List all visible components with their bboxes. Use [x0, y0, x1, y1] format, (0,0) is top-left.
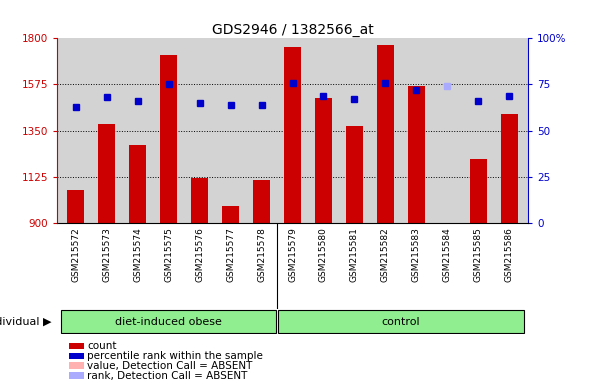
Text: GSM215583: GSM215583	[412, 227, 421, 282]
Text: GSM215579: GSM215579	[288, 227, 297, 282]
Text: value, Detection Call = ABSENT: value, Detection Call = ABSENT	[87, 361, 253, 371]
Bar	[501, 114, 518, 223]
Text: diet-induced obese: diet-induced obese	[115, 316, 222, 327]
Bar	[346, 126, 363, 223]
Bar	[284, 46, 301, 223]
Text: GSM215575: GSM215575	[164, 227, 173, 282]
Text: percentile rank within the sample: percentile rank within the sample	[87, 351, 263, 361]
Text: individual ▶: individual ▶	[0, 316, 51, 327]
Text: GSM215573: GSM215573	[102, 227, 111, 282]
Text: GSM215586: GSM215586	[505, 227, 514, 282]
Text: GSM215576: GSM215576	[195, 227, 204, 282]
Text: GSM215572: GSM215572	[71, 227, 80, 282]
Bar	[61, 310, 277, 333]
Bar	[98, 124, 115, 223]
Text: GSM215581: GSM215581	[350, 227, 359, 282]
Text: GSM215578: GSM215578	[257, 227, 266, 282]
Bar	[315, 98, 332, 223]
Text: GSM215574: GSM215574	[133, 227, 142, 282]
Text: count: count	[87, 341, 116, 351]
Title: GDS2946 / 1382566_at: GDS2946 / 1382566_at	[212, 23, 373, 37]
Bar	[222, 206, 239, 223]
Bar	[278, 310, 524, 333]
Bar	[191, 178, 208, 223]
Bar	[470, 159, 487, 223]
Text: GSM215585: GSM215585	[474, 227, 483, 282]
Bar	[377, 45, 394, 223]
Text: control: control	[382, 316, 420, 327]
Text: GSM215577: GSM215577	[226, 227, 235, 282]
Text: GSM215580: GSM215580	[319, 227, 328, 282]
Bar	[408, 86, 425, 223]
Bar	[67, 190, 84, 223]
Text: rank, Detection Call = ABSENT: rank, Detection Call = ABSENT	[87, 371, 247, 381]
Text: GSM215582: GSM215582	[381, 227, 390, 282]
Bar	[253, 180, 270, 223]
Bar	[160, 55, 177, 223]
Bar	[129, 145, 146, 223]
Text: GSM215584: GSM215584	[443, 227, 452, 282]
